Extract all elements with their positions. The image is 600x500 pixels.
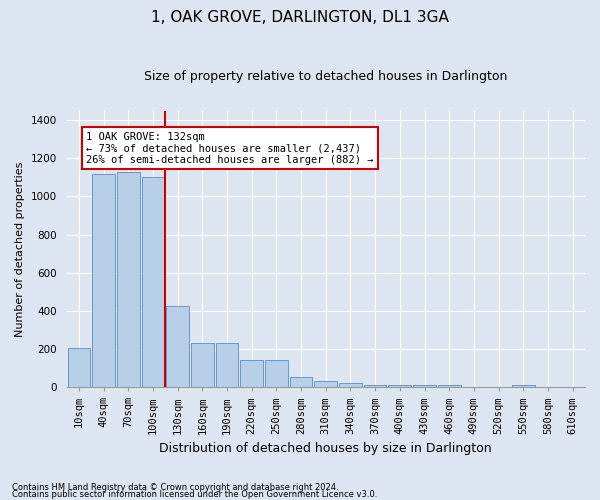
X-axis label: Distribution of detached houses by size in Darlington: Distribution of detached houses by size … — [160, 442, 492, 455]
Text: 1, OAK GROVE, DARLINGTON, DL1 3GA: 1, OAK GROVE, DARLINGTON, DL1 3GA — [151, 10, 449, 25]
Text: 1 OAK GROVE: 132sqm
← 73% of detached houses are smaller (2,437)
26% of semi-det: 1 OAK GROVE: 132sqm ← 73% of detached ho… — [86, 132, 374, 164]
Title: Size of property relative to detached houses in Darlington: Size of property relative to detached ho… — [144, 70, 508, 83]
Bar — [413, 385, 436, 387]
Bar — [117, 172, 140, 387]
Bar — [142, 178, 164, 387]
Bar — [339, 384, 362, 387]
Bar — [438, 385, 461, 387]
Bar — [241, 360, 263, 387]
Bar — [265, 360, 288, 387]
Text: Contains HM Land Registry data © Crown copyright and database right 2024.: Contains HM Land Registry data © Crown c… — [12, 484, 338, 492]
Bar — [68, 348, 90, 387]
Bar — [92, 174, 115, 387]
Bar — [215, 344, 238, 387]
Bar — [388, 385, 411, 387]
Bar — [191, 344, 214, 387]
Bar — [364, 385, 386, 387]
Text: Contains public sector information licensed under the Open Government Licence v3: Contains public sector information licen… — [12, 490, 377, 499]
Bar — [290, 376, 313, 387]
Bar — [166, 306, 189, 387]
Bar — [314, 382, 337, 387]
Y-axis label: Number of detached properties: Number of detached properties — [15, 161, 25, 336]
Bar — [512, 385, 535, 387]
